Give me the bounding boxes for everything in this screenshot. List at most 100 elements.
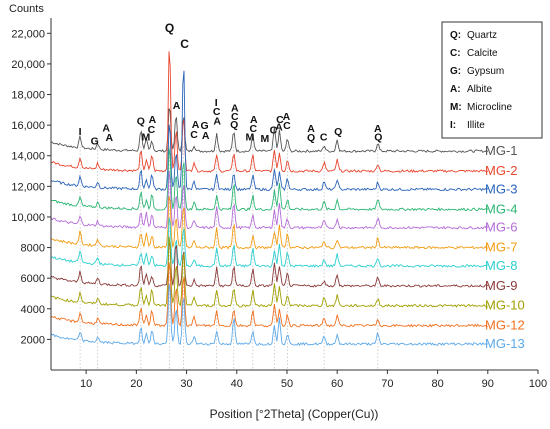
axes xyxy=(50,18,538,371)
series-labels: MG-1 MG-2 MG-3 MG-4 MG-6 MG-7 MG-8 MG-9 MG-10 MG-… xyxy=(485,143,525,351)
legend-box xyxy=(441,21,543,139)
peak-annotation: C xyxy=(283,120,291,132)
series-line-mg-7 xyxy=(50,196,489,250)
peak-annotation: M xyxy=(261,133,270,145)
peak-annotation: A xyxy=(213,115,221,127)
y-tick-label: 2000 xyxy=(21,334,45,346)
peak-annotation: A xyxy=(202,130,210,142)
series-label-mg-9: MG-9 xyxy=(485,278,518,293)
legend-entry: Microcline xyxy=(467,102,512,113)
y-tick-label: 20,000 xyxy=(11,59,45,71)
peak-annotation: C xyxy=(320,131,328,143)
y-tick-label: 14,000 xyxy=(11,151,45,163)
legend-key: Q: xyxy=(450,30,461,41)
x-tick-label: 80 xyxy=(431,378,443,390)
x-tick-label: 50 xyxy=(281,378,293,390)
peak-annotation: A xyxy=(173,100,181,112)
series-label-mg-4: MG-4 xyxy=(485,201,518,216)
peak-annotation: C xyxy=(180,37,189,51)
series-label-mg-1: MG-1 xyxy=(485,143,518,158)
peak-annotation: M xyxy=(245,131,254,143)
legend-key: G: xyxy=(450,66,461,77)
peak-annotation: C xyxy=(231,111,239,123)
y-axis-label: Counts xyxy=(9,3,44,15)
y-tick-label: 16,000 xyxy=(11,120,45,132)
peak-annotation: M xyxy=(142,131,151,143)
series-label-mg-12: MG-12 xyxy=(485,318,525,333)
series-line-mg-3 xyxy=(50,70,489,192)
legend-entry: Illite xyxy=(467,120,485,131)
series-label-mg-3: MG-3 xyxy=(485,181,518,196)
legend-key: C: xyxy=(450,48,461,59)
series-label-mg-7: MG-7 xyxy=(485,240,518,255)
legend-key: A: xyxy=(450,84,461,95)
peak-annotation: C xyxy=(276,114,284,126)
legend-entry: Calcite xyxy=(467,48,498,59)
reference-lines xyxy=(79,146,379,370)
peak-annotation: A xyxy=(307,123,315,135)
peak-annotation: G xyxy=(91,135,99,147)
series-label-mg-8: MG-8 xyxy=(485,258,518,273)
series-label-mg-13: MG-13 xyxy=(485,336,525,351)
peak-annotation: I xyxy=(215,97,218,109)
series-line-mg-2 xyxy=(50,51,489,173)
x-tick-label: 100 xyxy=(529,378,547,390)
peak-annotation: A xyxy=(102,122,110,134)
peak-annotation: C xyxy=(148,124,156,136)
peak-annotation: A xyxy=(192,119,200,131)
legend-key: I: xyxy=(450,120,456,131)
peak-annotation: I xyxy=(79,126,82,138)
x-tick-label: 60 xyxy=(331,378,343,390)
y-tick-label: 18,000 xyxy=(11,90,45,102)
x-tick-label: 10 xyxy=(80,378,92,390)
y-tick-label: 10,000 xyxy=(11,212,45,224)
peak-annotation: A xyxy=(283,111,291,123)
series-layer xyxy=(50,51,489,347)
peak-annotation: C xyxy=(190,129,198,141)
x-tick-label: 40 xyxy=(231,378,243,390)
series-line-mg-9 xyxy=(50,241,488,288)
y-tick-label: 4000 xyxy=(21,304,45,316)
peak-annotation: Q xyxy=(307,132,315,144)
x-tick-label: 30 xyxy=(180,378,192,390)
peak-annotation: A xyxy=(149,114,157,126)
series-line-mg-6 xyxy=(50,170,489,230)
series-line-mg-1 xyxy=(50,108,489,154)
legend-key: M: xyxy=(450,102,462,113)
x-tick-label: 70 xyxy=(381,378,393,390)
legend-entry: Gypsum xyxy=(467,66,504,77)
peak-annotation: A xyxy=(250,114,258,126)
peak-annotation: Q xyxy=(334,126,342,138)
x-tick-label: 90 xyxy=(482,378,494,390)
peak-annotation: C xyxy=(213,106,221,118)
series-label-mg-6: MG-6 xyxy=(485,220,518,235)
peak-annotation: Q xyxy=(374,131,382,143)
series-line-mg-10 xyxy=(50,236,488,308)
peak-annotation: A xyxy=(105,132,113,144)
legend: Q: Quartz C: Calcite G: Gypsum A: Albite M: Micro… xyxy=(441,21,543,139)
y-tick-label: 22,000 xyxy=(11,28,45,40)
peak-annotation: Q xyxy=(230,119,238,131)
series-line-mg-12 xyxy=(50,262,488,328)
x-ticks: 10 20 30 40 50 60 70 80 90 100 xyxy=(80,370,547,390)
peak-annotation: A xyxy=(374,123,382,135)
y-tick-label: 6000 xyxy=(21,273,45,285)
y-ticks: 2000 4000 6000 8000 10,000 12,000 14,000 16,000… xyxy=(11,28,51,346)
peak-annotation: A xyxy=(275,121,283,133)
peak-annotation: G xyxy=(201,120,209,132)
peak-annotation: Q xyxy=(137,115,145,127)
y-tick-label: 12,000 xyxy=(11,181,45,193)
peak-annotation: Q xyxy=(165,21,174,35)
y-tick-label: 8000 xyxy=(21,243,45,255)
series-line-mg-8 xyxy=(50,217,488,268)
legend-entry: Albite xyxy=(467,84,492,95)
x-tick-label: 20 xyxy=(130,378,142,390)
peak-annotation: C xyxy=(270,125,278,137)
x-axis-label: Position [°2Theta] (Copper(Cu)) xyxy=(210,407,379,421)
series-line-mg-13 xyxy=(50,283,488,347)
series-label-mg-2: MG-2 xyxy=(485,163,518,178)
peak-annotation: C xyxy=(250,123,258,135)
series-line-mg-4 xyxy=(50,148,489,212)
